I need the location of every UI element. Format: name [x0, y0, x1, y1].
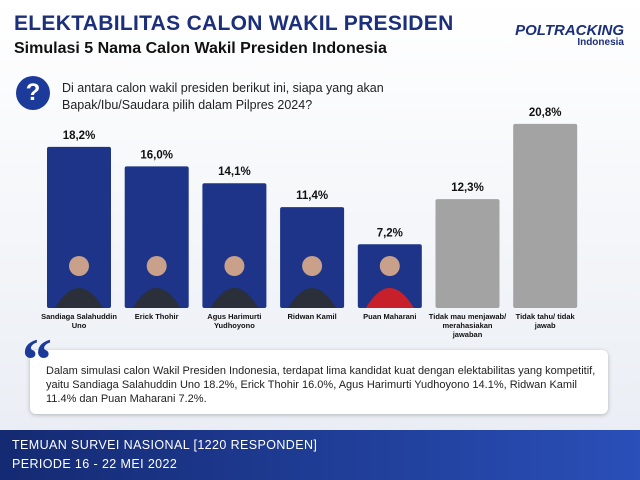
subtitle: Simulasi 5 Nama Calon Wakil Presiden Ind… [14, 40, 387, 57]
category-label: Puan Maharani [363, 312, 417, 321]
bar [435, 199, 500, 308]
category-label: Agus Harimurti Yudhoyono [207, 312, 262, 330]
quote-icon: “ [22, 327, 52, 393]
photo-body [132, 288, 181, 308]
footer-line: PERIODE 16 - 22 MEI 2022 [12, 457, 178, 471]
category-label: Sandiaga Salahuddin Uno [41, 312, 117, 330]
bar [124, 166, 189, 308]
footer: TEMUAN SURVEI NASIONAL [1220 RESPONDEN] … [0, 430, 640, 480]
value-label: 16,0% [140, 149, 173, 161]
bar [357, 244, 422, 308]
category-label: Tidak mau menjawab/ merahasiakan jawaban [428, 312, 507, 339]
question: Di antara calon wakil presiden berikut i… [62, 81, 384, 112]
photo-head [302, 256, 323, 276]
photo-body [210, 288, 259, 308]
bar [513, 123, 578, 308]
photo-body [55, 288, 103, 308]
category-label: Ridwan Kamil [287, 312, 337, 321]
title: ELEKTABILITAS CALON WAKIL PRESIDEN [14, 12, 454, 35]
value-label: 14,1% [218, 166, 251, 178]
logo-subtext: Indonesia [577, 37, 624, 48]
photo-body [365, 288, 414, 308]
chart: 18,2% 16,0% 14,1% 11,4% 7,2% 12,3% 20,8% [47, 107, 578, 308]
value-label: 18,2% [63, 130, 96, 142]
quote-box [30, 350, 608, 414]
quote-text: Dalam simulasi calon Wakil Presiden Indo… [46, 365, 596, 405]
bar [47, 146, 111, 308]
bar [202, 183, 267, 308]
photo-head [379, 256, 400, 276]
category-label: Tidak tahu/ tidak jawab [515, 312, 575, 330]
photo-head [69, 256, 89, 276]
value-label: 20,8% [529, 107, 562, 119]
photo-head [146, 256, 167, 276]
footer-line: TEMUAN SURVEI NASIONAL [1220 RESPONDEN] [12, 438, 318, 452]
category-label: Erick Thohir [134, 312, 179, 321]
photo-head [224, 256, 245, 276]
value-label: 12,3% [451, 182, 484, 194]
value-label: 7,2% [377, 227, 403, 239]
logo: POLTRACKING Indonesia [515, 22, 624, 48]
question-icon: ? [16, 76, 50, 110]
logo-text: POLTRACKING [515, 22, 624, 39]
photo-body [288, 288, 337, 308]
value-label: 11,4% [296, 190, 328, 202]
